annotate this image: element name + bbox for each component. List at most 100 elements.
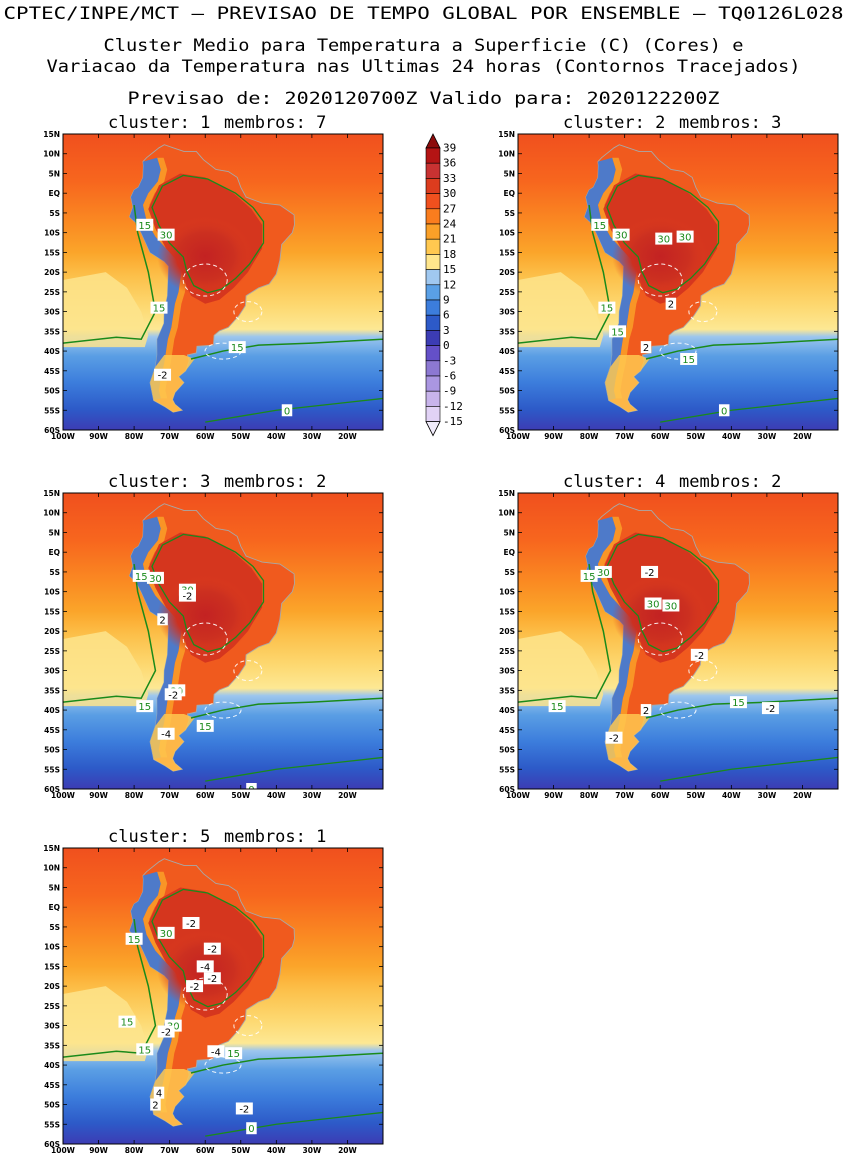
- contour-label-bg: [580, 569, 598, 582]
- colorbar-swatch: [425, 162, 441, 179]
- contour-label-text: 15: [732, 698, 745, 709]
- lat-label: 25S: [44, 1002, 60, 1011]
- lon-label: 80W: [580, 432, 599, 441]
- contour-label-bg: [157, 926, 175, 939]
- lat-label: 40S: [499, 347, 515, 356]
- contour-label-bg: [196, 719, 214, 732]
- contour-label-text: 15: [611, 327, 624, 338]
- contour-0c: [660, 397, 838, 423]
- contour-label: -2: [157, 1025, 175, 1039]
- lon-label: 40W: [722, 432, 741, 441]
- contour-0c: [205, 1111, 383, 1137]
- contour-label-text: 30: [657, 235, 670, 246]
- contour-label: 2: [640, 341, 652, 354]
- colorbar-label: 39: [443, 142, 456, 155]
- lat-label: 30S: [44, 667, 60, 676]
- contour-label: 30: [157, 228, 175, 242]
- lat-label: 10S: [44, 229, 60, 238]
- lon-label: 30W: [303, 432, 322, 441]
- contour-15c: [645, 338, 838, 360]
- colorbar-swatch: [425, 314, 441, 331]
- lon-label: 40W: [722, 791, 741, 800]
- contour-label-text: -2: [168, 690, 178, 701]
- lat-label: 60S: [499, 426, 515, 435]
- lon-label: 20W: [793, 791, 812, 800]
- contour-label-text: -2: [609, 734, 619, 745]
- map-frame: [517, 133, 839, 431]
- colorbar-label: 15: [443, 263, 456, 276]
- colorbar-swatch: [425, 254, 441, 270]
- contour-label-bg: [591, 218, 609, 231]
- colorbar-label: 21: [443, 233, 456, 246]
- contour-label-bg: [235, 1102, 253, 1115]
- lat-label: 15N: [498, 130, 515, 139]
- lat-label: 25S: [44, 647, 60, 656]
- contour-label-text: 15: [128, 935, 141, 946]
- lon-label: 80W: [125, 432, 144, 441]
- panel-title-cluster: cluster: 2: [563, 113, 665, 133]
- contour-label-bg: [246, 783, 257, 789]
- lat-label: EQ: [49, 548, 61, 557]
- lat-label: 60S: [44, 1140, 60, 1149]
- colorbar-label: 33: [443, 172, 456, 185]
- lat-label: 5N: [504, 528, 516, 537]
- lon-label: 60W: [651, 791, 670, 800]
- contour-label: 0: [246, 783, 257, 796]
- contour-15c: [63, 563, 157, 703]
- pacific-cool-tongue: [518, 631, 604, 707]
- lat-label: 20S: [44, 982, 60, 991]
- anomaly-dashed-contour: [688, 301, 718, 323]
- contour-label-bg: [665, 297, 677, 310]
- contour-label-bg: [203, 942, 221, 955]
- contour-label-text: 30: [149, 574, 162, 585]
- lon-label: 90W: [544, 791, 563, 800]
- contour-label: 4: [153, 1086, 165, 1100]
- contour-label-text: 0: [248, 785, 254, 796]
- contour-label-text: 15: [138, 1045, 151, 1056]
- lon-label: 50W: [686, 432, 705, 441]
- colorbar-swatch: [425, 223, 441, 240]
- colorbar-swatch: [425, 330, 441, 346]
- contour-label-bg: [154, 368, 172, 381]
- contour-15c: [518, 563, 612, 703]
- hot-core: [612, 216, 709, 297]
- lon-label: 100W: [506, 791, 531, 800]
- contour-label: 30: [157, 926, 175, 940]
- lat-label: 50S: [499, 387, 515, 396]
- lat-label: 45S: [499, 367, 515, 376]
- contour-label: 0: [246, 1122, 257, 1135]
- contour-label-bg: [281, 404, 293, 417]
- contour-label-bg: [225, 1047, 243, 1060]
- contour-0c: [660, 756, 838, 782]
- contour-label-bg: [690, 648, 708, 661]
- contour-label-text: -4: [200, 962, 210, 973]
- contour-label: 15: [680, 352, 698, 366]
- contour-label-text: 30: [615, 231, 628, 242]
- colorbar-swatch: [425, 208, 441, 225]
- contour-label-bg: [609, 325, 627, 338]
- contour-label-text: 30: [160, 231, 173, 242]
- contour-label-bg: [164, 688, 182, 701]
- lon-label: 80W: [125, 1146, 144, 1155]
- lat-label: 40S: [44, 347, 60, 356]
- anomaly-dashed-contour: [182, 263, 228, 297]
- lon-label: 100W: [51, 791, 76, 800]
- contour-label-bg: [662, 599, 680, 612]
- colorbar-label: -3: [443, 354, 456, 367]
- contour-label-text: -2: [161, 1028, 171, 1039]
- temperature-field: 15 30 -230 30-215 15-22-2: [518, 493, 838, 789]
- contour-label-text: 0: [248, 1124, 254, 1135]
- lat-label: 10N: [43, 509, 60, 518]
- contour-label-text: 2: [643, 706, 649, 717]
- colorbar-label: -9: [443, 385, 456, 398]
- contour-label-text: 30: [597, 568, 610, 579]
- colorbar-label: 6: [443, 309, 450, 322]
- colorbar-swatch: [425, 178, 441, 194]
- lon-label: 90W: [89, 1146, 108, 1155]
- contour-label: -4: [196, 960, 214, 973]
- contour-label: 15: [228, 341, 246, 354]
- panel-title-members: membros: 3: [679, 113, 781, 133]
- lon-label: 50W: [231, 1146, 250, 1155]
